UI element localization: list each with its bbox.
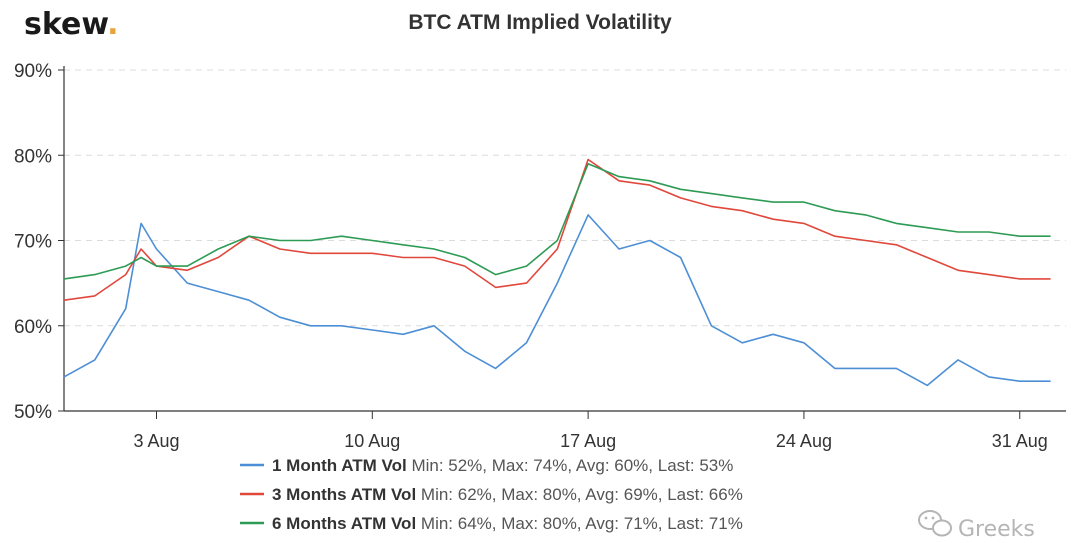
series-line-2 <box>63 158 1051 301</box>
axes <box>63 66 1066 412</box>
y-tick-label: 70% <box>14 232 52 253</box>
brand-dot: . <box>107 7 118 42</box>
series-line-1 <box>63 214 1051 387</box>
y-tick-label: 60% <box>14 317 52 338</box>
y-tick-label: 50% <box>14 402 52 423</box>
wechat-icon <box>918 510 952 537</box>
legend-item[interactable]: 1 Month ATM Vol Min: 52%, Max: 74%, Avg:… <box>240 456 733 475</box>
legend-label: 6 Months ATM Vol Min: 64%, Max: 80%, Avg… <box>272 514 743 533</box>
legend-series-name: 1 Month ATM Vol <box>272 456 411 475</box>
legend-item[interactable]: 3 Months ATM Vol Min: 62%, Max: 80%, Avg… <box>240 485 743 504</box>
legend-item[interactable]: 6 Months ATM Vol Min: 64%, Max: 80%, Avg… <box>240 514 743 533</box>
x-tick-label: 3 Aug <box>133 431 179 451</box>
watermark: Greeks <box>918 510 1035 542</box>
skew-logo: skew. <box>24 7 119 42</box>
x-tick-label: 17 Aug <box>560 431 616 451</box>
legend-series-name: 3 Months ATM Vol <box>272 485 421 504</box>
legend-label: 1 Month ATM Vol Min: 52%, Max: 74%, Avg:… <box>272 456 733 475</box>
legend: 1 Month ATM Vol Min: 52%, Max: 74%, Avg:… <box>240 456 743 533</box>
chart-title: BTC ATM Implied Volatility <box>408 11 672 34</box>
svg-text:skew.: skew. <box>24 7 119 42</box>
legend-series-stats: Min: 64%, Max: 80%, Avg: 71%, Last: 71% <box>421 514 743 533</box>
x-tick-label: 10 Aug <box>344 431 400 451</box>
watermark-text: Greeks <box>958 517 1035 542</box>
y-tick-label: 90% <box>14 61 52 82</box>
series-line-3 <box>63 163 1051 280</box>
series-lines <box>63 158 1051 387</box>
gridlines <box>64 69 1066 327</box>
x-tick-label: 24 Aug <box>776 431 832 451</box>
y-tick-label: 80% <box>14 146 52 167</box>
brand-name: skew <box>24 7 108 42</box>
legend-series-stats: Min: 52%, Max: 74%, Avg: 60%, Last: 53% <box>411 456 733 475</box>
legend-label: 3 Months ATM Vol Min: 62%, Max: 80%, Avg… <box>272 485 743 504</box>
legend-series-stats: Min: 62%, Max: 80%, Avg: 69%, Last: 66% <box>421 485 743 504</box>
x-axis: 3 Aug 10 Aug 17 Aug 24 Aug 31 Aug <box>133 411 1048 451</box>
legend-series-name: 6 Months ATM Vol <box>272 514 421 533</box>
y-axis: 50% 60% 70% 80% 90% <box>14 61 64 423</box>
x-tick-label: 31 Aug <box>992 431 1048 451</box>
